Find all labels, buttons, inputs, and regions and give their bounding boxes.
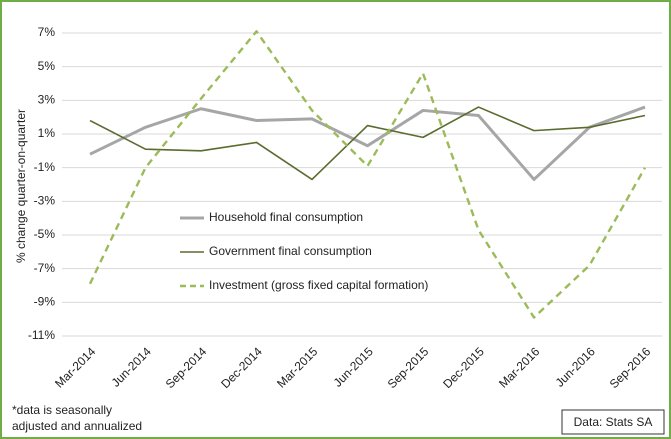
x-tick-label: Sep-2014 (163, 344, 210, 391)
y-tick-label: 5% (38, 59, 56, 73)
y-axis-label: % change quarter-on-quarter (14, 109, 28, 263)
legend-label: Investment (gross fixed capital formatio… (209, 278, 428, 292)
x-tick-label: Mar-2016 (496, 344, 542, 390)
y-tick-label: 3% (38, 93, 56, 107)
x-tick-label: Sep-2016 (607, 344, 654, 391)
note: *data is seasonally (12, 403, 112, 417)
line-series (88, 30, 647, 319)
y-tick-label: 1% (38, 126, 56, 140)
source-box (561, 409, 665, 435)
y-tick-label: -9% (34, 295, 56, 309)
legend-label: Household final consumption (209, 210, 363, 224)
line-series (89, 106, 646, 181)
y-tick-label: -7% (34, 261, 56, 275)
y-tick-label: 7% (38, 25, 56, 39)
y-tick-label: -3% (34, 194, 56, 208)
x-tick-label: Jun-2015 (331, 344, 377, 390)
x-tick-label: Dec-2015 (440, 344, 487, 391)
x-tick-label: Dec-2014 (218, 344, 265, 391)
legend-label: Government final consumption (209, 244, 372, 258)
x-tick-label: Mar-2015 (274, 344, 320, 390)
x-tick-label: Sep-2015 (385, 344, 432, 391)
source: Data: Stats SA (574, 415, 653, 429)
note: adjusted and annualized (12, 419, 142, 433)
y-tick-label: -11% (28, 328, 55, 342)
line-series (89, 105, 646, 181)
y-tick-label: -5% (34, 227, 56, 241)
x-tick-label: Mar-2014 (52, 344, 98, 390)
x-tick-label: Jun-2016 (553, 344, 599, 390)
y-tick-label: -1% (34, 160, 56, 174)
x-tick-label: Jun-2014 (109, 344, 155, 390)
